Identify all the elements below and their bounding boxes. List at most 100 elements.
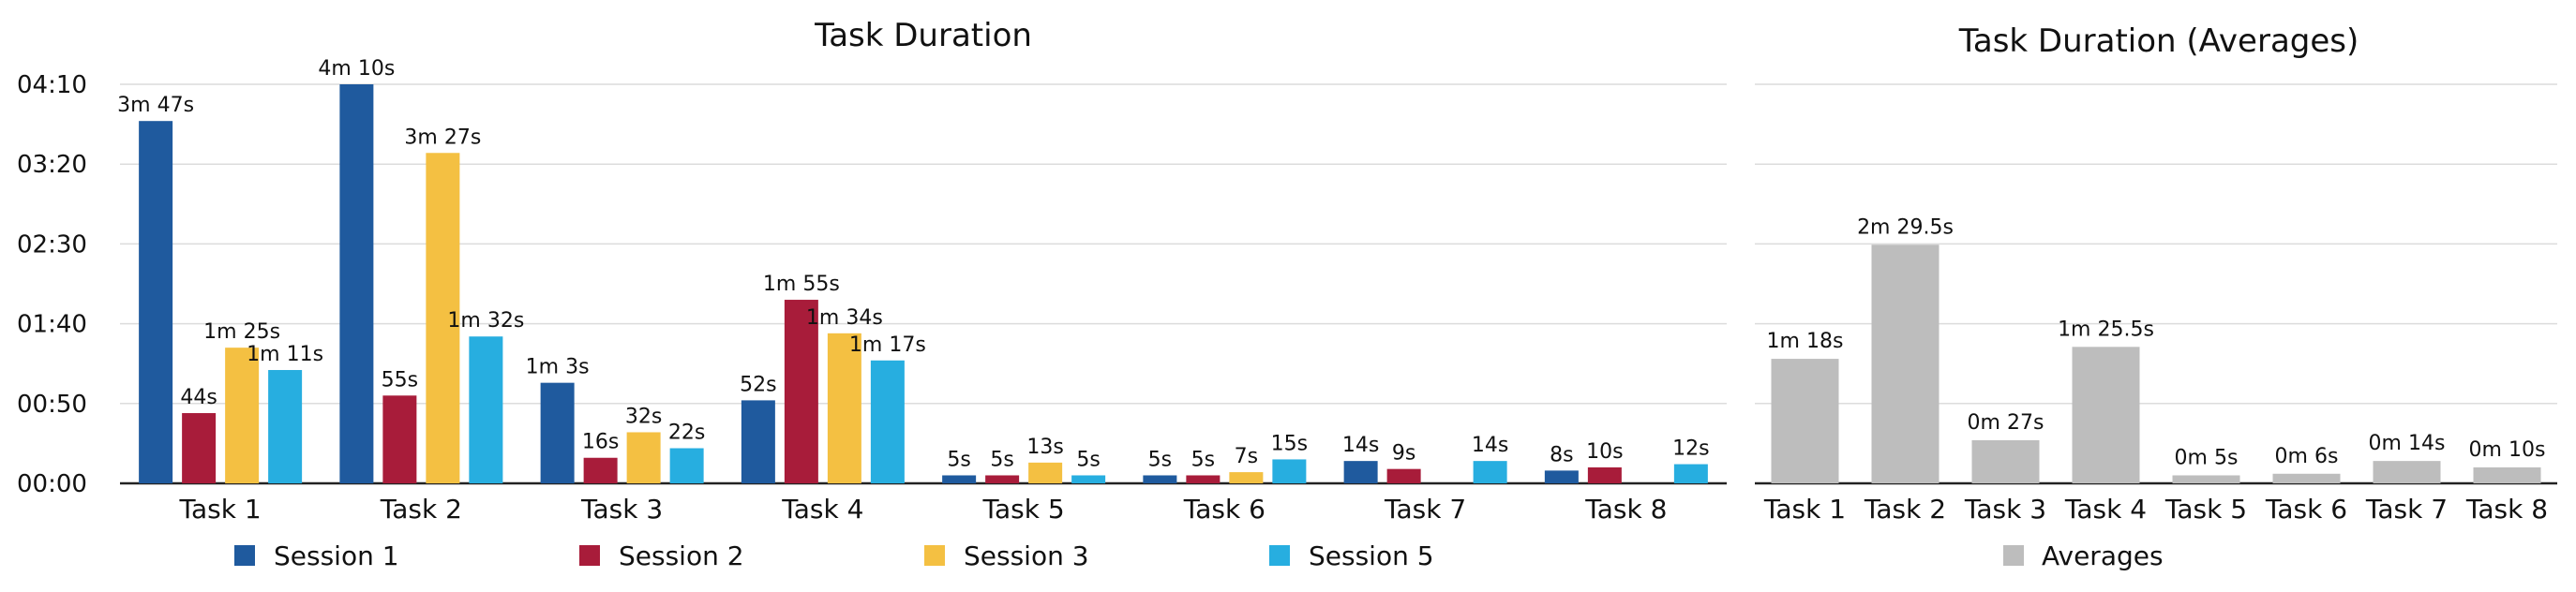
bar-session-2 bbox=[1386, 468, 1421, 483]
data-label: 5s bbox=[1191, 448, 1215, 471]
data-label: 22s bbox=[668, 422, 705, 445]
data-label: 5s bbox=[1076, 448, 1100, 471]
bar-session-1 bbox=[741, 400, 775, 483]
bar-session-5 bbox=[1272, 459, 1307, 483]
data-label: 1m 34s bbox=[806, 306, 883, 330]
bar-session-1 bbox=[1544, 470, 1579, 483]
category-label: Task 4 bbox=[781, 494, 863, 525]
bar-session-5 bbox=[268, 370, 303, 483]
bar-averages bbox=[1771, 359, 1839, 483]
bar-session-2 bbox=[1186, 475, 1221, 483]
chart-title: Task Duration bbox=[814, 17, 1032, 54]
data-label: 14s bbox=[1342, 434, 1379, 457]
bar-session-3 bbox=[225, 348, 260, 483]
bar-session-1 bbox=[540, 382, 575, 483]
data-label: 7s bbox=[1235, 445, 1258, 468]
category-label: Task 5 bbox=[2164, 494, 2247, 525]
bar-averages bbox=[2172, 475, 2240, 483]
y-tick-label: 02:30 bbox=[17, 230, 87, 259]
legend-swatch bbox=[1269, 545, 1290, 566]
bar-session-1 bbox=[1343, 461, 1378, 483]
bar-averages bbox=[2473, 466, 2541, 483]
y-tick-label: 04:10 bbox=[17, 71, 87, 99]
data-label: 1m 55s bbox=[763, 273, 840, 296]
data-label: 16s bbox=[582, 431, 619, 454]
bar-session-1 bbox=[1143, 475, 1177, 483]
bar-averages bbox=[2272, 473, 2341, 483]
bar-session-5 bbox=[1071, 475, 1106, 483]
y-tick-label: 01:40 bbox=[17, 311, 87, 339]
data-label: 2m 29.5s bbox=[1857, 215, 1954, 239]
bar-session-2 bbox=[1587, 466, 1622, 483]
bar-session-2 bbox=[784, 300, 818, 483]
bar-averages bbox=[1871, 244, 1939, 483]
data-label: 1m 32s bbox=[447, 309, 524, 333]
category-label: Task 3 bbox=[580, 494, 663, 525]
legend-item-session-3: Session 3 bbox=[924, 540, 1089, 571]
legend-item-session-2: Session 2 bbox=[579, 540, 744, 571]
bar-session-1 bbox=[942, 475, 977, 483]
bar-session-5 bbox=[870, 360, 905, 483]
bar-session-1 bbox=[339, 84, 374, 483]
data-label: 52s bbox=[740, 373, 776, 396]
data-label: 4m 10s bbox=[318, 57, 395, 81]
legend-swatch bbox=[2003, 545, 2024, 566]
data-label: 3m 27s bbox=[404, 126, 481, 149]
category-label: Task 1 bbox=[179, 494, 262, 525]
data-label: 44s bbox=[180, 386, 217, 409]
data-label: 1m 11s bbox=[247, 343, 323, 366]
data-label: 1m 25s bbox=[203, 320, 280, 344]
bar-session-3 bbox=[426, 153, 460, 483]
category-label: Task 7 bbox=[1384, 494, 1466, 525]
legend-label: Session 5 bbox=[1309, 540, 1434, 571]
data-label: 5s bbox=[990, 448, 1013, 471]
bar-session-2 bbox=[985, 475, 1020, 483]
data-label: 3m 47s bbox=[117, 94, 194, 117]
bar-session-3 bbox=[827, 333, 861, 483]
y-tick-label: 00:50 bbox=[17, 391, 87, 419]
category-label: Task 6 bbox=[1183, 494, 1266, 525]
category-label: Task 2 bbox=[380, 494, 462, 525]
bar-session-2 bbox=[182, 413, 217, 483]
bar-session-5 bbox=[669, 448, 704, 483]
bar-averages bbox=[2072, 347, 2140, 483]
legend-item-session-1: Session 1 bbox=[234, 540, 399, 571]
data-label: 0m 27s bbox=[1968, 411, 2044, 435]
data-label: 1m 25.5s bbox=[2058, 318, 2154, 341]
data-label: 1m 17s bbox=[849, 333, 926, 357]
y-tick-label: 00:00 bbox=[17, 470, 87, 498]
legend-item-session-5: Session 5 bbox=[1269, 540, 1434, 571]
data-label: 0m 10s bbox=[2469, 438, 2546, 462]
bar-session-2 bbox=[583, 457, 618, 483]
bar-averages bbox=[1971, 439, 2040, 483]
legend-label: Session 3 bbox=[964, 540, 1089, 571]
category-label: Task 8 bbox=[1584, 494, 1667, 525]
bar-session-5 bbox=[469, 336, 503, 483]
task-duration-averages-chart: Task Duration (Averages) 1m 18s 2m 29.5s 0… bbox=[1755, 22, 2557, 571]
legend-swatch bbox=[924, 545, 945, 566]
task-duration-chart: Task Duration 00:00 00:50 01:40 02:30 03:20 0… bbox=[17, 17, 1727, 571]
category-label: Task 8 bbox=[2465, 494, 2548, 525]
bar-session-5 bbox=[1673, 464, 1708, 483]
data-label: 13s bbox=[1026, 436, 1063, 459]
category-label: Task 7 bbox=[2365, 494, 2448, 525]
data-label: 8s bbox=[1550, 443, 1573, 466]
data-label: 5s bbox=[1148, 448, 1172, 471]
bar-session-3 bbox=[1028, 462, 1063, 483]
bar-session-5 bbox=[1473, 461, 1507, 483]
data-label: 5s bbox=[947, 448, 970, 471]
legend-swatch bbox=[234, 545, 255, 566]
legend-label: Session 1 bbox=[274, 540, 399, 571]
category-label: Task 4 bbox=[2064, 494, 2147, 525]
legend-item-averages: Averages bbox=[2003, 540, 2164, 571]
legend-label: Averages bbox=[2042, 540, 2164, 571]
bar-session-3 bbox=[1229, 472, 1264, 483]
bar-session-1 bbox=[139, 121, 173, 483]
data-label: 32s bbox=[625, 405, 662, 428]
data-label: 0m 14s bbox=[2369, 432, 2446, 455]
category-label: Task 3 bbox=[1964, 494, 2046, 525]
bar-session-2 bbox=[382, 395, 417, 483]
legend-swatch bbox=[579, 545, 600, 566]
